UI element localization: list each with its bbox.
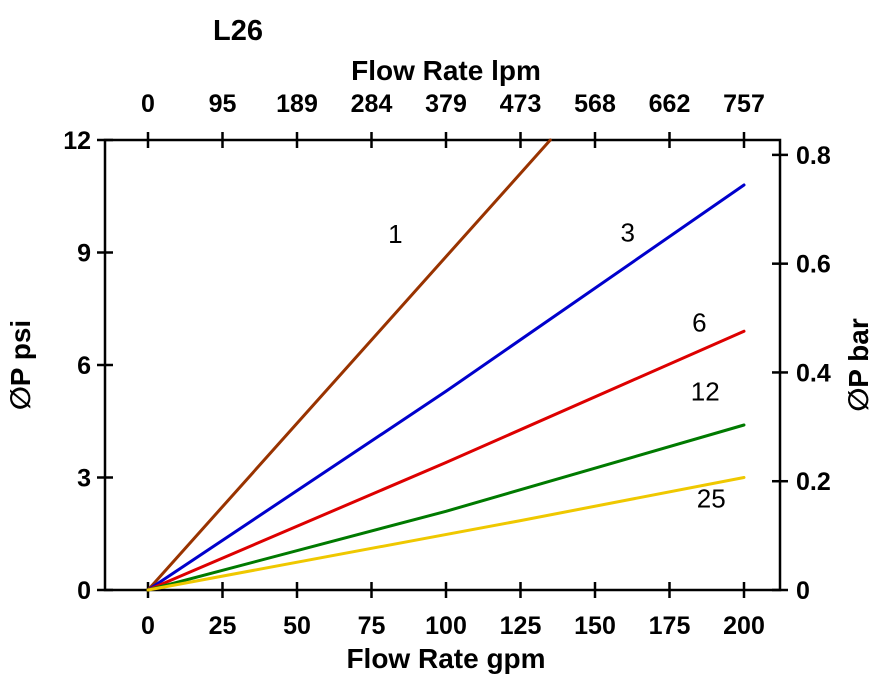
top-tick-label: 95 xyxy=(209,90,237,118)
right-tick-label: 0.2 xyxy=(796,468,831,496)
x-tick-label: 50 xyxy=(283,612,311,640)
top-tick-label: 473 xyxy=(500,90,542,118)
left-axis-title: ∅P psi xyxy=(5,320,36,410)
y-tick-label: 6 xyxy=(77,352,91,380)
right-tick-label: 0.8 xyxy=(796,142,831,170)
x-tick-label: 175 xyxy=(649,612,691,640)
series-line-6 xyxy=(146,329,746,592)
x-tick-label: 25 xyxy=(209,612,237,640)
top-tick-label: 0 xyxy=(141,90,155,118)
top-tick-label: 662 xyxy=(649,90,691,118)
top-axis-title: Flow Rate lpm xyxy=(351,55,541,86)
x-tick-label: 150 xyxy=(574,612,616,640)
y-tick-label: 12 xyxy=(63,127,91,155)
x-tick-label: 100 xyxy=(425,612,467,640)
top-tick-label: 568 xyxy=(574,90,616,118)
y-tick-label: 9 xyxy=(77,240,91,268)
x-tick-label: 75 xyxy=(358,612,386,640)
bottom-axis-title: Flow Rate gpm xyxy=(346,643,545,674)
series-line-25 xyxy=(146,476,746,592)
series-line-1 xyxy=(146,138,552,592)
plot-frame xyxy=(103,138,782,592)
series-label-12: 12 xyxy=(691,377,720,407)
y-tick-label: 0 xyxy=(77,577,91,605)
top-tick-label: 757 xyxy=(723,90,765,118)
right-tick-label: 0.4 xyxy=(796,359,831,387)
x-tick-label: 0 xyxy=(141,612,155,640)
right-axis-title: ∅P bar xyxy=(843,318,874,412)
right-tick-label: 0 xyxy=(796,577,810,605)
y-tick-label: 3 xyxy=(77,465,91,493)
top-tick-label: 379 xyxy=(425,90,467,118)
plot-area: 0025955018975284100379125473150568175662… xyxy=(63,90,831,640)
top-tick-label: 189 xyxy=(276,90,318,118)
x-tick-label: 200 xyxy=(723,612,765,640)
series-label-3: 3 xyxy=(621,217,635,247)
chart-title: L26 xyxy=(213,15,263,47)
series-label-6: 6 xyxy=(692,307,706,337)
x-tick-label: 125 xyxy=(500,612,542,640)
series-label-25: 25 xyxy=(697,484,726,514)
right-tick-label: 0.6 xyxy=(796,251,831,279)
top-tick-label: 284 xyxy=(351,90,393,118)
series-label-1: 1 xyxy=(388,219,402,249)
series-line-12 xyxy=(146,423,746,592)
series-line-3 xyxy=(146,183,746,592)
